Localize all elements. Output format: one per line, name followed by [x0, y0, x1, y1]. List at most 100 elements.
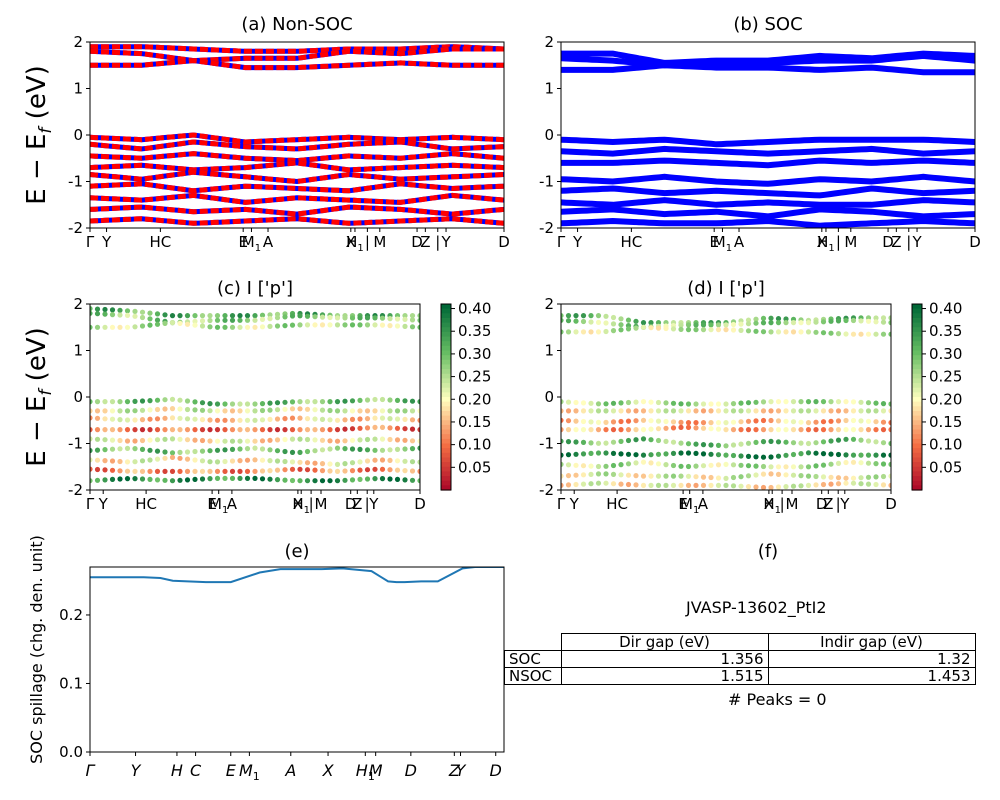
scatter-point-d: [798, 440, 804, 446]
scatter-point-d: [888, 401, 891, 407]
scatter-point-c: [342, 315, 348, 321]
scatter-point-c: [169, 406, 176, 412]
ylabel-band-row2: E − Ef (eV): [22, 327, 56, 467]
scatter-point-c: [252, 313, 258, 319]
scatter-point-c: [192, 416, 198, 422]
scatter-point-d: [798, 464, 804, 470]
scatter-point-c: [109, 437, 116, 443]
colorbar-segment-d: [912, 336, 922, 342]
scatter-point-d: [768, 454, 774, 460]
scatter-point-c: [214, 313, 221, 319]
colorbar-segment-d: [912, 429, 922, 435]
scatter-point-d: [633, 418, 639, 424]
panel-b-ytick-label: 0: [544, 126, 554, 144]
scatter-point-c: [402, 458, 408, 464]
scatter-point-c: [169, 468, 176, 474]
panel-e-xtick-label: D: [490, 761, 502, 780]
colorbar-segment-d: [912, 406, 922, 412]
scatter-point-d: [835, 318, 842, 324]
scatter-point-d: [783, 427, 789, 433]
scatter-point-d: [790, 483, 797, 489]
scatter-point-c: [312, 448, 318, 454]
scatter-point-c: [252, 457, 258, 463]
scatter-point-c: [319, 437, 326, 443]
scatter-point-d: [888, 331, 891, 337]
band-line-b: [561, 145, 975, 157]
scatter-point-c: [177, 449, 183, 455]
scatter-point-d: [655, 418, 662, 424]
scatter-point-c: [139, 446, 146, 452]
scatter-point-c: [364, 322, 371, 328]
scatter-point-d: [813, 319, 819, 325]
scatter-point-c: [417, 324, 420, 330]
scatter-point-c: [177, 415, 183, 421]
scatter-point-c: [252, 438, 258, 444]
scatter-point-d: [805, 320, 812, 326]
scatter-point-d: [813, 419, 819, 425]
scatter-point-d: [790, 320, 797, 326]
panel-b-ytick-label: 2: [544, 33, 554, 51]
scatter-point-d: [693, 408, 699, 414]
panel-b-xtick-label: H1: [817, 233, 835, 254]
scatter-point-d: [783, 439, 789, 445]
scatter-point-d: [625, 472, 632, 478]
scatter-point-d: [783, 484, 789, 490]
scatter-point-d: [888, 408, 891, 414]
scatter-point-c: [282, 436, 288, 443]
scatter-point-c: [90, 447, 93, 454]
scatter-point-d: [828, 474, 834, 480]
scatter-point-d: [561, 427, 564, 433]
scatter-point-c: [244, 317, 251, 323]
scatter-point-d: [595, 401, 602, 407]
scatter-point-d: [678, 473, 684, 479]
scatter-point-c: [222, 475, 228, 481]
scatter-point-c: [237, 438, 243, 444]
scatter-point-d: [813, 440, 819, 446]
scatter-point-c: [372, 447, 378, 453]
scatter-point-c: [327, 322, 333, 328]
scatter-point-d: [595, 419, 602, 425]
scatter-point-c: [229, 475, 236, 481]
scatter-point-c: [357, 315, 363, 321]
scatter-point-c: [229, 427, 236, 433]
scatter-point-c: [327, 478, 333, 484]
scatter-point-c: [117, 458, 123, 465]
scatter-point-c: [267, 323, 273, 329]
scatter-point-d: [723, 482, 729, 488]
scatter-point-c: [342, 408, 348, 414]
scatter-point-c: [154, 456, 161, 462]
scatter-point-d: [715, 327, 722, 333]
scatter-point-c: [124, 324, 131, 330]
scatter-point-c: [192, 322, 198, 328]
colorbar-segment-d: [912, 364, 922, 370]
scatter-point-d: [745, 427, 752, 433]
scatter-point-d: [865, 474, 872, 480]
scatter-point-d: [603, 480, 609, 486]
band-line-a: [90, 139, 504, 152]
scatter-point-c: [289, 477, 296, 484]
panel-c-xtick-label: HC: [135, 495, 157, 513]
scatter-point-c: [259, 417, 266, 423]
scatter-point-d: [670, 482, 677, 488]
scatter-point-d: [790, 399, 797, 405]
scatter-point-c: [252, 468, 258, 474]
scatter-point-d: [753, 472, 759, 478]
scatter-point-d: [865, 400, 872, 406]
scatter-point-c: [274, 437, 281, 443]
scatter-point-c: [199, 437, 206, 444]
scatter-point-d: [588, 319, 594, 325]
scatter-point-d: [768, 464, 774, 470]
scatter-point-c: [349, 477, 356, 483]
scatter-point-d: [625, 451, 632, 457]
band-line-a: [90, 46, 504, 64]
table-header-row: Dir gap (eV) Indir gap (eV): [505, 633, 976, 651]
scatter-point-d: [820, 419, 827, 425]
scatter-point-d: [610, 450, 617, 456]
scatter-point-d: [603, 419, 609, 425]
scatter-point-c: [289, 406, 296, 412]
colorbar-segment-d: [912, 304, 922, 310]
scatter-point-c: [222, 313, 228, 319]
scatter-point-d: [828, 481, 834, 487]
scatter-point-d: [888, 315, 891, 321]
scatter-point-c: [364, 436, 371, 443]
